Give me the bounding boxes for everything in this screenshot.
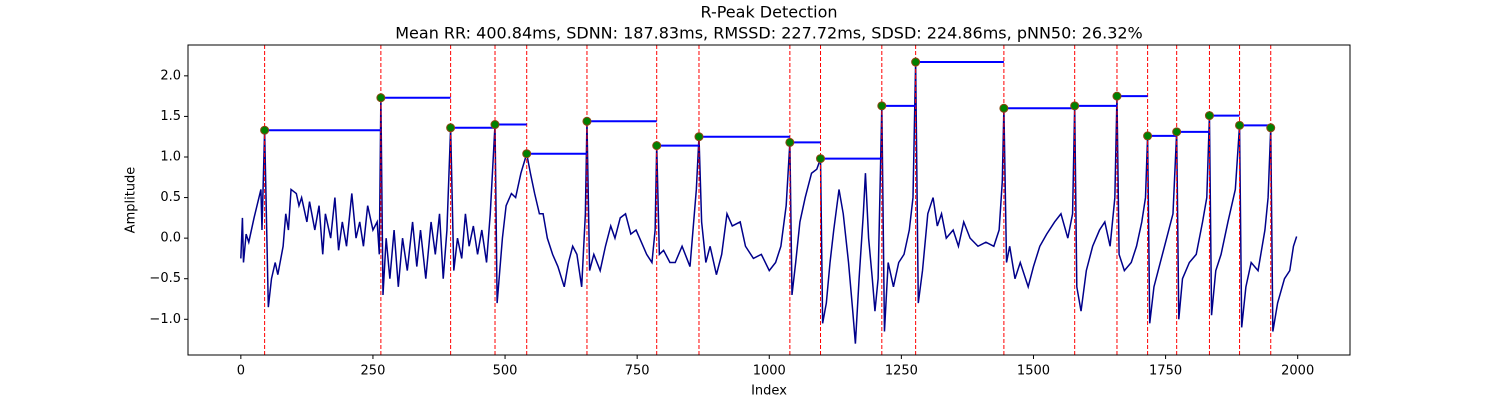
peak-point [582, 116, 592, 126]
y-tick-label: −0.5 [149, 271, 181, 286]
peak-point [1266, 123, 1276, 133]
y-tick-label: 1.0 [160, 149, 181, 164]
peak-point [785, 137, 795, 147]
x-tick-label: 1500 [1017, 364, 1050, 379]
peak-point [376, 93, 386, 103]
peak-point [911, 57, 921, 67]
peak-point [1235, 120, 1245, 130]
peak-point [999, 103, 1009, 113]
x-tick-label: 500 [493, 364, 518, 379]
x-axis-label: Index [751, 384, 787, 399]
peak-point [1204, 111, 1214, 121]
y-tick-label: 1.5 [160, 109, 181, 124]
peak-point [652, 141, 662, 151]
x-tick-label: 2000 [1281, 364, 1314, 379]
x-tick-label: 250 [361, 364, 386, 379]
peak-point [1143, 131, 1153, 141]
y-tick-label: 2.0 [160, 68, 181, 83]
peak-point [446, 123, 456, 133]
peak-point [522, 149, 532, 159]
peak-point [1112, 91, 1122, 101]
x-tick-label: 0 [237, 364, 245, 379]
y-tick-label: 0.0 [160, 231, 181, 246]
x-tick-label: 1750 [1149, 364, 1182, 379]
peak-point [877, 101, 887, 111]
peak-point [490, 120, 500, 130]
peak-point [1070, 101, 1080, 111]
plot-frame [187, 44, 1351, 356]
peak-point [694, 132, 704, 142]
y-axis-label: Amplitude [124, 167, 139, 234]
chart-subtitle: Mean RR: 400.84ms, SDNN: 187.83ms, RMSSD… [395, 24, 1143, 43]
x-tick-label: 1250 [885, 364, 918, 379]
x-tick-label: 750 [625, 364, 650, 379]
x-tick-label: 1000 [753, 364, 786, 379]
peak-point [260, 125, 270, 135]
y-tick-label: −1.0 [149, 312, 181, 327]
peak-point [1172, 127, 1182, 137]
y-tick-label: 0.5 [160, 190, 181, 205]
chart-title: R-Peak Detection [700, 3, 837, 22]
signal-line [240, 62, 1298, 344]
peak-point [816, 154, 826, 164]
